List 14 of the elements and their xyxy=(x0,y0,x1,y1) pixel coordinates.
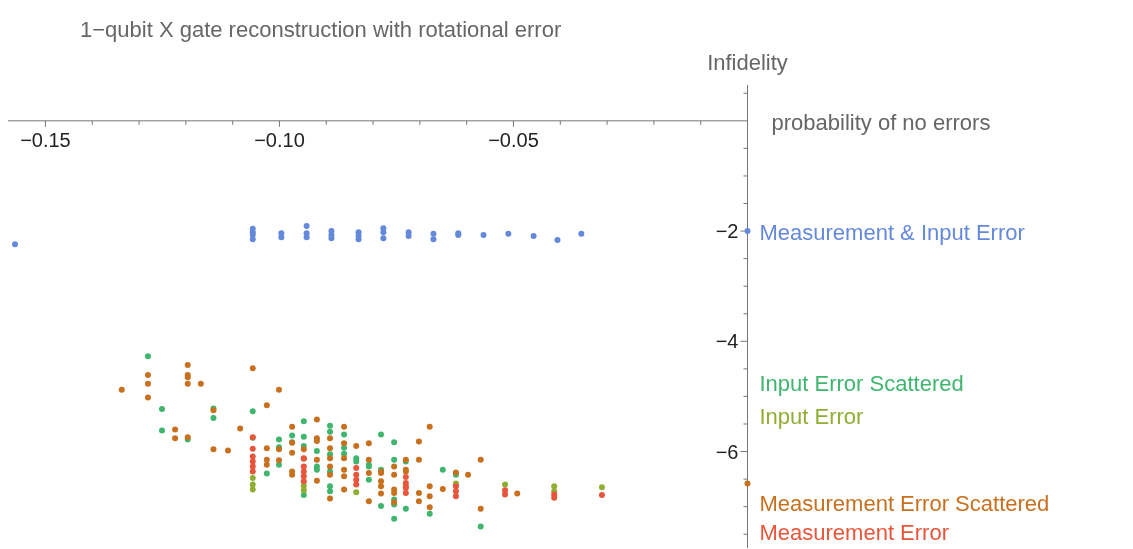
x-axis-title: probability of no errors xyxy=(771,109,991,135)
text: Input Error xyxy=(759,404,864,429)
series-label: Measurement & Input Error xyxy=(759,220,1025,245)
y-tick-label: −2 xyxy=(715,220,739,243)
text: Input Error Scattered xyxy=(759,371,964,396)
chart-title: 1−qubit X gate reconstruction with rotational error xyxy=(80,17,562,42)
y-axis-title: Infidelity xyxy=(707,50,788,75)
text: Measurement Error xyxy=(759,520,950,545)
x-tick-label: −0.10 xyxy=(254,128,305,151)
x-tick-label: −0.15 xyxy=(20,128,71,151)
x-tick-label: −0.05 xyxy=(488,128,539,151)
series-label: Measurement Error Scattered xyxy=(759,491,1050,516)
y-tick-label: −6 xyxy=(715,440,739,463)
y-tick-label: −4 xyxy=(715,330,739,353)
